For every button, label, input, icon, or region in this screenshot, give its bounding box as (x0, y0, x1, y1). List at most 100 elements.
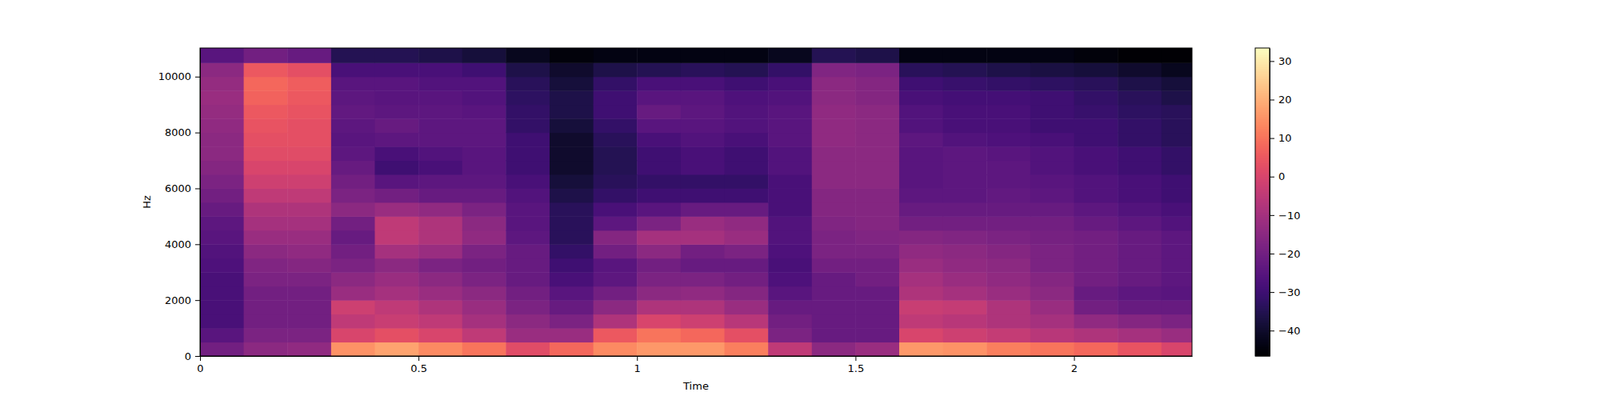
tick: 0 (184, 350, 200, 363)
heatmap-cell (724, 300, 769, 315)
colorbar-swatch (1255, 272, 1270, 275)
heatmap-cell (375, 328, 420, 343)
heatmap-cell (200, 244, 244, 259)
heatmap-cell (200, 272, 244, 287)
colorbar-swatch (1255, 183, 1270, 185)
colorbar-swatch (1255, 264, 1270, 266)
heatmap-cell (680, 48, 725, 64)
colorbar-swatch (1255, 271, 1270, 273)
heatmap-cell (287, 174, 332, 189)
heatmap-cell (287, 104, 332, 120)
heatmap-cell (287, 286, 332, 301)
heatmap-cell (462, 328, 507, 343)
colorbar-swatch (1255, 268, 1270, 271)
heatmap-cell (636, 300, 681, 315)
heatmap-cell (418, 202, 463, 217)
heatmap-cell (680, 76, 725, 92)
heatmap-cell (1117, 202, 1162, 217)
tick-label: 30 (1278, 55, 1292, 68)
heatmap-cell (855, 146, 900, 161)
heatmap-cell (1030, 48, 1075, 64)
colorbar-swatch (1255, 316, 1270, 318)
colorbar-swatch (1255, 264, 1270, 267)
heatmap-cell (855, 300, 900, 315)
heatmap-cell (768, 314, 812, 329)
heatmap-cell (812, 174, 856, 189)
colorbar-swatch (1255, 73, 1270, 76)
heatmap-cell (244, 244, 288, 259)
heatmap-cell (1161, 174, 1192, 189)
colorbar-swatch (1255, 193, 1270, 196)
heatmap-cell (331, 146, 376, 161)
heatmap-cell (724, 216, 769, 231)
tick-mark (195, 300, 200, 301)
colorbar-swatch (1255, 290, 1270, 292)
colorbar-swatch (1255, 184, 1270, 187)
heatmap-cell (593, 272, 638, 287)
colorbar-swatch (1255, 215, 1270, 217)
heatmap-cell (244, 118, 288, 133)
colorbar-swatch (1255, 144, 1270, 147)
heatmap-cell (724, 188, 769, 203)
heatmap-cell (331, 216, 376, 231)
colorbar (1255, 48, 1270, 357)
heatmap-cell (331, 174, 376, 189)
heatmap-cell (1117, 90, 1162, 105)
heatmap-cell (244, 272, 288, 287)
colorbar-axis: −40−30−20−100102030 (1269, 48, 1300, 357)
heatmap-cell (812, 244, 856, 259)
heatmap-cell (855, 90, 900, 105)
heatmap-cell (505, 314, 550, 329)
heatmap-cell (331, 258, 376, 273)
heatmap-cell (636, 230, 681, 245)
tick: 8000 (164, 126, 200, 139)
colorbar-swatch (1255, 119, 1270, 121)
heatmap-cell (549, 230, 594, 245)
colorbar-swatch (1255, 101, 1270, 104)
heatmap-cell (462, 272, 507, 287)
colorbar-swatch (1255, 129, 1270, 132)
heatmap-cell (812, 188, 856, 203)
colorbar-swatch (1255, 284, 1270, 286)
heatmap-cell (1161, 328, 1192, 343)
heatmap-cell (986, 104, 1031, 120)
heatmap-cell (1161, 90, 1192, 105)
colorbar-swatch (1255, 134, 1270, 136)
colorbar-swatch (1255, 293, 1270, 296)
heatmap-cell (287, 314, 332, 329)
heatmap-cell (549, 342, 594, 356)
heatmap-cell (768, 160, 812, 176)
heatmap-cell (462, 202, 507, 217)
heatmap-cell (549, 90, 594, 105)
heatmap-cell (1074, 62, 1119, 77)
heatmap-cell (549, 272, 594, 287)
colorbar-swatch (1255, 299, 1270, 301)
tick-mark (195, 132, 200, 134)
colorbar-swatch (1255, 273, 1270, 276)
heatmap-cell (1161, 76, 1192, 92)
heatmap-cell (812, 328, 856, 343)
heatmap-cell (986, 328, 1031, 343)
heatmap-cell (855, 202, 900, 217)
heatmap-cell (724, 258, 769, 273)
colorbar-swatch (1255, 265, 1270, 268)
heatmap-cell (899, 272, 944, 287)
colorbar-swatch (1255, 197, 1270, 200)
colorbar-swatch (1255, 244, 1270, 246)
colorbar-swatch (1255, 281, 1270, 284)
heatmap-cell (812, 76, 856, 92)
heatmap-cell (986, 300, 1031, 315)
heatmap-cell (636, 244, 681, 259)
heatmap-cell (768, 244, 812, 259)
heatmap-cell (331, 314, 376, 329)
heatmap-cell (505, 230, 550, 245)
heatmap-cell (331, 188, 376, 203)
heatmap-cell (462, 286, 507, 301)
colorbar-swatch (1255, 261, 1270, 264)
colorbar-swatch (1255, 282, 1270, 284)
heatmap-cell (1117, 160, 1162, 176)
heatmap-cell (593, 188, 638, 203)
colorbar-swatch (1255, 228, 1270, 230)
colorbar-swatch (1255, 87, 1270, 89)
heatmap-cell (244, 174, 288, 189)
